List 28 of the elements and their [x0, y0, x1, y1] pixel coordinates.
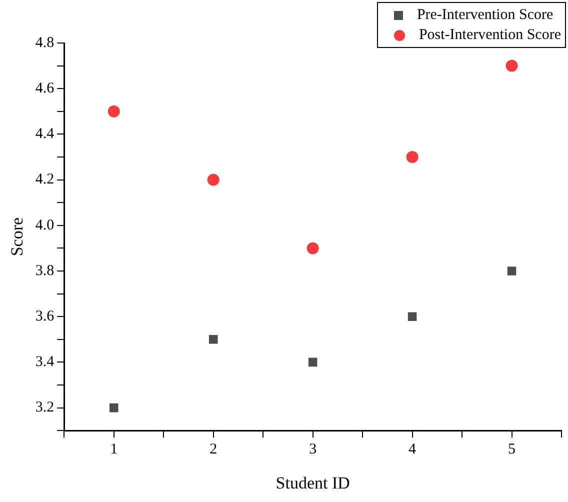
- point: [109, 403, 118, 412]
- legend-label: Post-Intervention Score: [418, 26, 561, 45]
- x-tick-label: 3: [309, 442, 317, 458]
- point: [208, 335, 218, 344]
- point: [108, 105, 120, 118]
- y-tick-label: 3.8: [35, 262, 54, 279]
- x-axis-title: Student ID: [276, 473, 350, 492]
- y-tick-label: 3.2: [35, 400, 54, 416]
- x-tick-label: 2: [210, 442, 218, 458]
- point: [506, 60, 518, 72]
- y-tick-label: 4.2: [35, 172, 54, 188]
- legend-label: Pre-Intervention Score: [416, 6, 554, 25]
- point: [306, 242, 319, 254]
- y-tick-label: 3.6: [35, 308, 55, 325]
- x-tick-label: 1: [110, 442, 118, 458]
- y-axis-title: Score: [8, 217, 27, 256]
- x-tick-label: 5: [508, 442, 516, 458]
- point: [308, 358, 318, 367]
- point: [207, 174, 220, 186]
- y-tick-label: 4.4: [35, 126, 55, 142]
- y-tick-label: 4.0: [35, 217, 54, 234]
- point: [406, 151, 418, 163]
- y-tick-label: 4.8: [35, 34, 54, 51]
- y-tick-label: 4.6: [35, 80, 55, 97]
- x-tick-label: 4: [408, 442, 417, 458]
- point: [408, 312, 417, 321]
- point: [507, 266, 516, 276]
- y-tick-label: 3.4: [35, 354, 55, 370]
